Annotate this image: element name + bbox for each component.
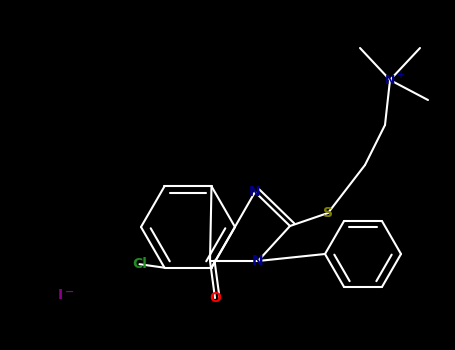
Text: Cl: Cl bbox=[132, 257, 147, 271]
Text: −: − bbox=[66, 287, 75, 296]
Text: +: + bbox=[397, 70, 405, 80]
Text: I: I bbox=[57, 288, 63, 302]
Text: N: N bbox=[249, 185, 261, 199]
Text: N: N bbox=[385, 74, 395, 86]
Text: O: O bbox=[209, 291, 221, 305]
Text: S: S bbox=[323, 206, 333, 220]
Text: N: N bbox=[252, 254, 264, 268]
